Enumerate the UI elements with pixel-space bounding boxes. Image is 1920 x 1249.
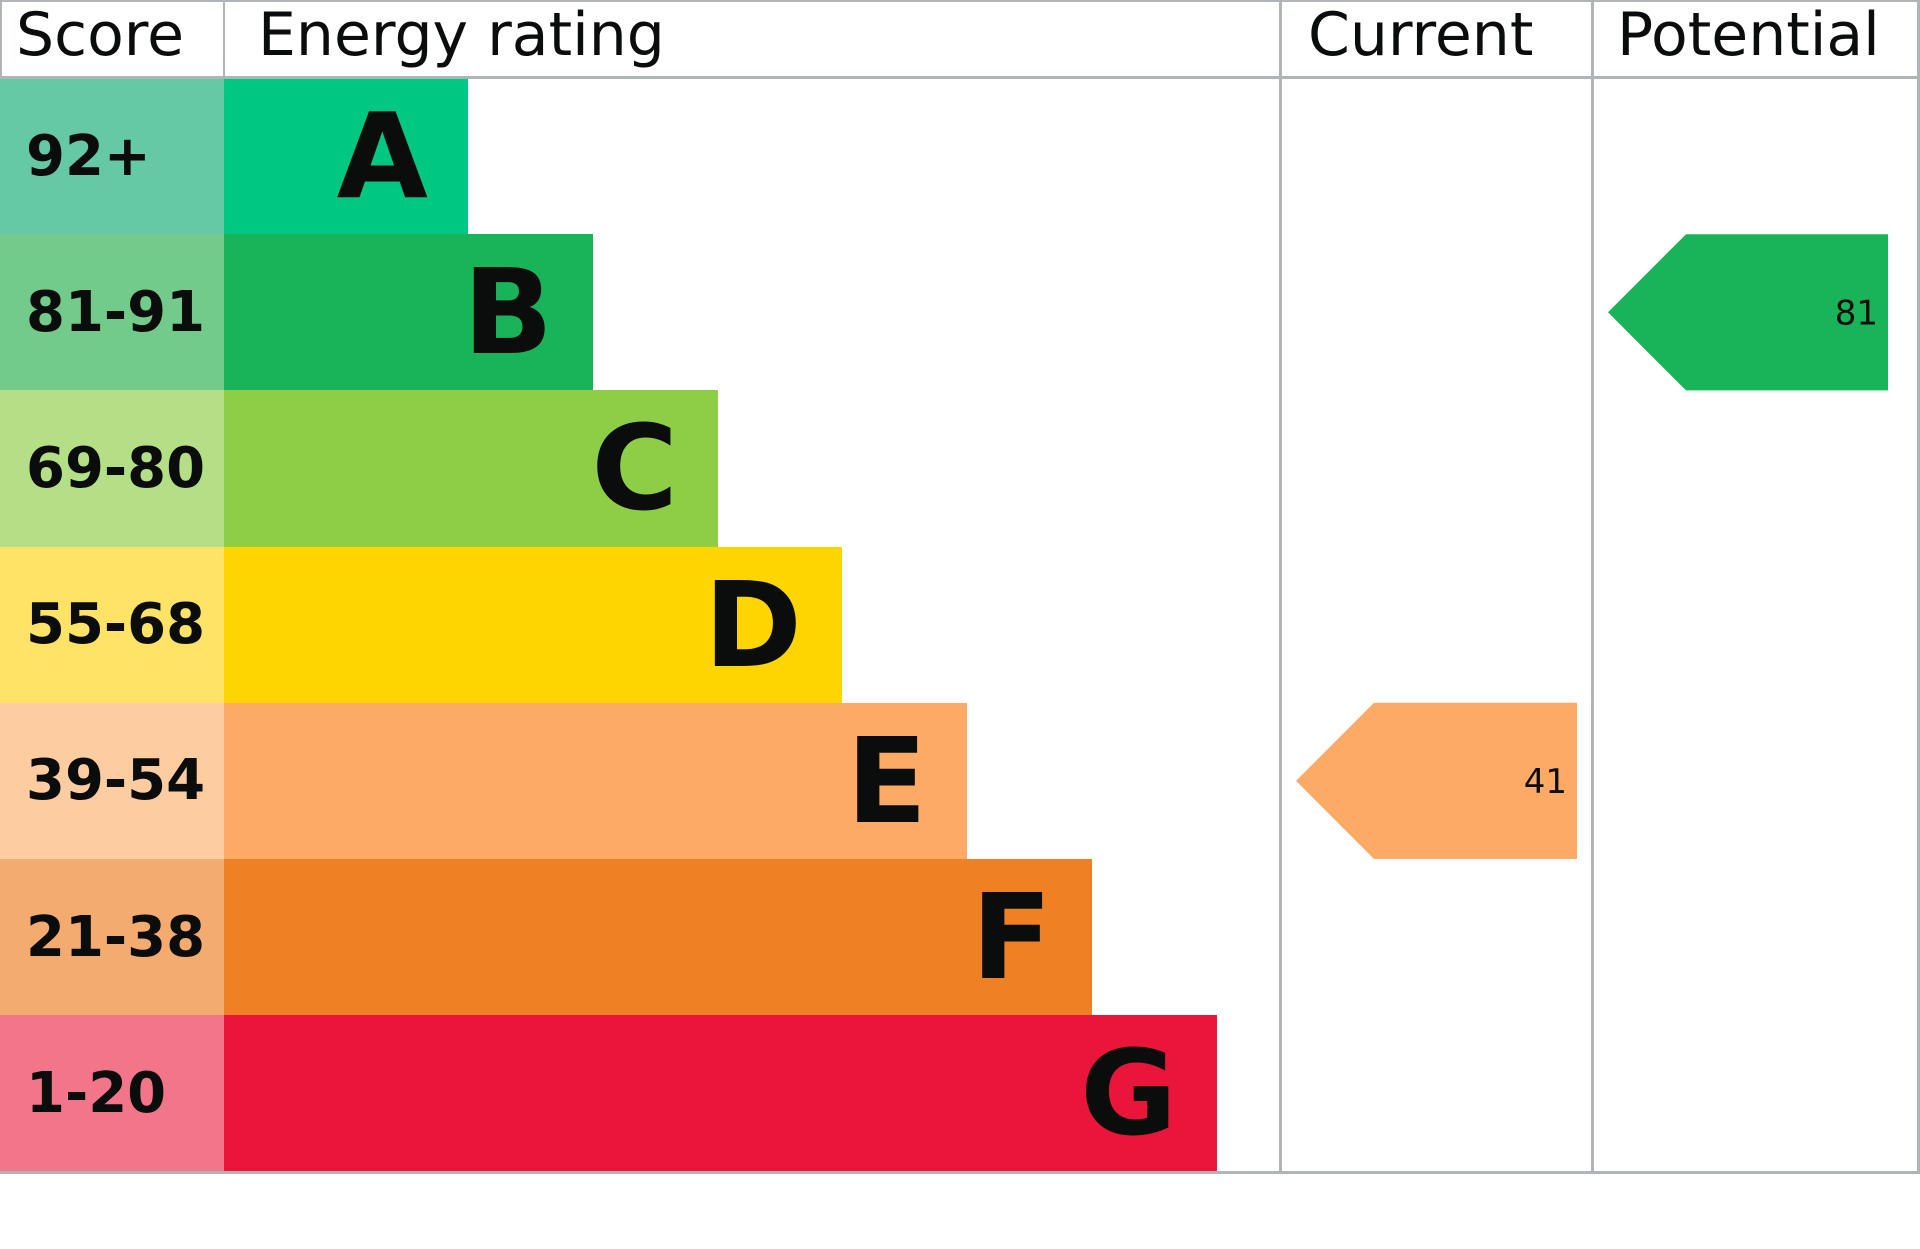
grid-line <box>223 0 225 78</box>
current-rating-arrow <box>1296 702 1577 859</box>
potential-rating-value: 81 <box>1835 293 1878 333</box>
score-label-f: 21-38 <box>0 859 224 1016</box>
score-label-c: 69-80 <box>0 390 224 547</box>
rating-bar-e: E <box>224 702 967 859</box>
rating-bar-c: C <box>224 390 718 547</box>
grid-line <box>0 0 1920 2</box>
rating-bar-f: F <box>224 859 1092 1016</box>
header-energy-rating: Energy rating <box>258 0 665 70</box>
score-label-a: 92+ <box>0 78 224 235</box>
grid-line <box>0 1171 1920 1174</box>
rating-bar-g: G <box>224 1015 1217 1172</box>
grid-line <box>0 0 2 78</box>
grid-line <box>1917 0 1920 1174</box>
current-rating-value: 41 <box>1524 762 1567 802</box>
potential-rating-arrow <box>1608 234 1888 391</box>
score-label-b: 81-91 <box>0 234 224 391</box>
header-score: Score <box>16 0 185 70</box>
header-potential: Potential <box>1617 0 1880 70</box>
score-label-g: 1-20 <box>0 1015 224 1172</box>
grid-line <box>1591 0 1594 1174</box>
header-current: Current <box>1308 0 1534 70</box>
grid-line <box>1279 0 1282 1174</box>
rating-bar-b: B <box>224 234 593 391</box>
rating-bar-a: A <box>224 78 468 235</box>
score-label-d: 55-68 <box>0 546 224 703</box>
grid-line <box>0 76 1920 79</box>
rating-bar-d: D <box>224 546 842 703</box>
score-label-e: 39-54 <box>0 702 224 859</box>
